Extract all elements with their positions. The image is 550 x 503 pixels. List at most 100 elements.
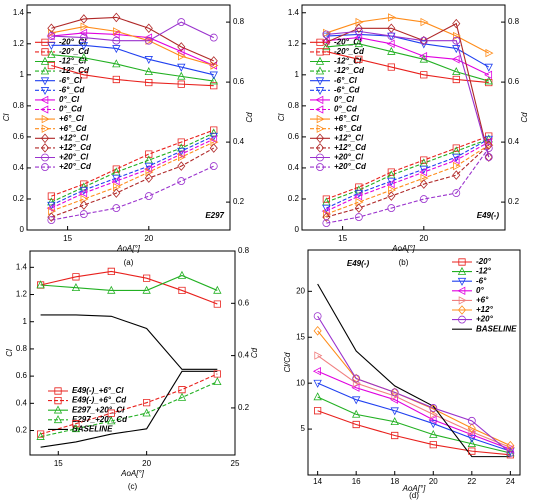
marker [387, 32, 396, 41]
y-tick-label: 0.4 [16, 398, 28, 407]
x-tick-label: 15 [338, 234, 347, 243]
series-line [317, 410, 511, 456]
marker [484, 137, 493, 147]
marker [354, 191, 363, 201]
x-tick-label: 20 [429, 477, 438, 486]
panel: 15 20 25 0.2 0.4 0.6 0.8 1 1.2 1.4 0.2 0.4 0.6 0.8 AoA… [5, 246, 259, 491]
marker [41, 38, 49, 46]
marker [36, 280, 45, 289]
legend-label: E297_+20°_Cl [72, 405, 125, 414]
plot-frame [307, 249, 521, 476]
marker [79, 53, 89, 62]
marker [315, 95, 324, 105]
legend-label: +6°_Cl [334, 114, 360, 123]
marker [210, 82, 218, 90]
marker [467, 439, 476, 448]
legend-label: E49(-)_+6°_Cl [72, 386, 124, 395]
marker [112, 59, 121, 68]
series-line [317, 355, 511, 448]
marker [322, 42, 331, 51]
marker [46, 203, 55, 213]
y2-tick-label: 0.6 [233, 77, 245, 86]
x-tick-label: 20 [142, 459, 151, 468]
marker [458, 296, 467, 305]
panel-label: (a) [124, 258, 134, 267]
marker [457, 277, 467, 286]
marker [177, 18, 186, 26]
marker [452, 31, 461, 41]
marker [316, 114, 325, 124]
y-tick-label: 1 [20, 70, 25, 79]
y-tick-label: 5 [301, 424, 306, 433]
annotation: E49(-) [477, 211, 500, 220]
marker [354, 33, 363, 42]
marker [313, 379, 322, 388]
annotation: E49(-) [347, 259, 370, 268]
marker [40, 56, 50, 65]
legend-label: +20°_Cd [334, 162, 367, 171]
y-tick-label: 0.6 [13, 132, 25, 141]
marker [210, 61, 219, 70]
marker [47, 42, 56, 51]
marker [452, 189, 461, 198]
marker [80, 22, 89, 31]
x-tick-label: 18 [390, 477, 399, 486]
marker [144, 67, 153, 76]
marker [484, 70, 493, 80]
legend-label: -20°_Cd [59, 47, 90, 56]
marker [316, 163, 324, 172]
y-tick-label: 0.2 [13, 194, 25, 203]
marker [79, 42, 89, 51]
marker [112, 45, 121, 54]
legend-label: +6°_Cl [59, 114, 85, 123]
marker [178, 286, 186, 295]
marker [112, 12, 121, 23]
marker [48, 28, 57, 38]
y-tick-label: 1.4 [16, 262, 28, 271]
legend-label: -6°_Cl [59, 76, 83, 85]
marker [315, 66, 325, 75]
series-line [317, 382, 511, 452]
marker [145, 36, 154, 45]
marker [484, 76, 493, 85]
marker [322, 30, 331, 39]
y-axis-label: Cl [2, 114, 11, 122]
plot-frame [26, 4, 231, 231]
marker [72, 420, 80, 428]
marker [178, 386, 186, 394]
legend-label: +20°_Cd [59, 162, 92, 171]
legend-label: -20°_Cl [334, 37, 362, 46]
panel-label: (d) [409, 491, 419, 500]
legend-label: 0°_Cl [334, 95, 355, 104]
marker [355, 55, 363, 63]
marker [47, 32, 56, 40]
series-line [51, 129, 214, 197]
marker [352, 396, 361, 405]
marker [314, 407, 322, 415]
marker [313, 392, 322, 401]
marker [177, 152, 186, 162]
y-tick-label: 0.2 [16, 426, 28, 435]
series-line [40, 274, 218, 291]
marker [40, 133, 50, 144]
panel-label: (c) [128, 482, 138, 491]
y2-tick-label: 0.2 [508, 197, 520, 206]
y2-tick-label: 0.2 [238, 403, 250, 412]
marker [177, 52, 186, 61]
marker [484, 144, 493, 153]
marker [47, 216, 56, 225]
marker [390, 417, 399, 426]
marker [144, 36, 153, 45]
marker [80, 71, 88, 79]
marker [352, 373, 361, 384]
marker [452, 144, 460, 152]
legend-label: +12°_Cl [334, 133, 364, 142]
marker [79, 28, 88, 38]
marker [177, 177, 186, 186]
marker [315, 143, 325, 153]
series-line [40, 373, 218, 435]
plot-frame [301, 4, 506, 231]
marker [41, 153, 49, 162]
marker [452, 67, 461, 76]
marker [452, 161, 461, 171]
